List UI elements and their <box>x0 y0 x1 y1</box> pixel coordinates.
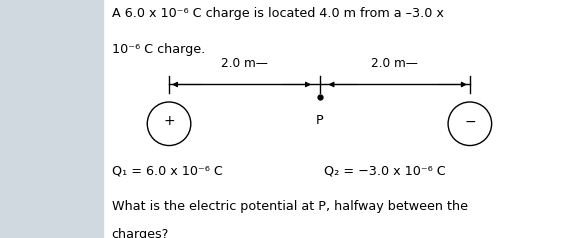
Text: +: + <box>163 114 175 128</box>
Text: 2.0 m—: 2.0 m— <box>371 57 418 70</box>
Text: −: − <box>464 114 476 128</box>
Text: 10⁻⁶ C charge.: 10⁻⁶ C charge. <box>112 43 205 56</box>
Text: 2.0 m—: 2.0 m— <box>221 57 268 70</box>
Text: charges?: charges? <box>112 228 169 238</box>
Text: P: P <box>316 114 324 127</box>
Text: Q₁ = 6.0 x 10⁻⁶ C: Q₁ = 6.0 x 10⁻⁶ C <box>112 164 222 177</box>
Text: A 6.0 x 10⁻⁶ C charge is located 4.0 m from a –3.0 x: A 6.0 x 10⁻⁶ C charge is located 4.0 m f… <box>112 7 444 20</box>
Text: What is the electric potential at P, halfway between the: What is the electric potential at P, hal… <box>112 200 468 213</box>
Text: Q₂ = −3.0 x 10⁻⁶ C: Q₂ = −3.0 x 10⁻⁶ C <box>324 164 445 177</box>
Bar <box>0 0 103 238</box>
